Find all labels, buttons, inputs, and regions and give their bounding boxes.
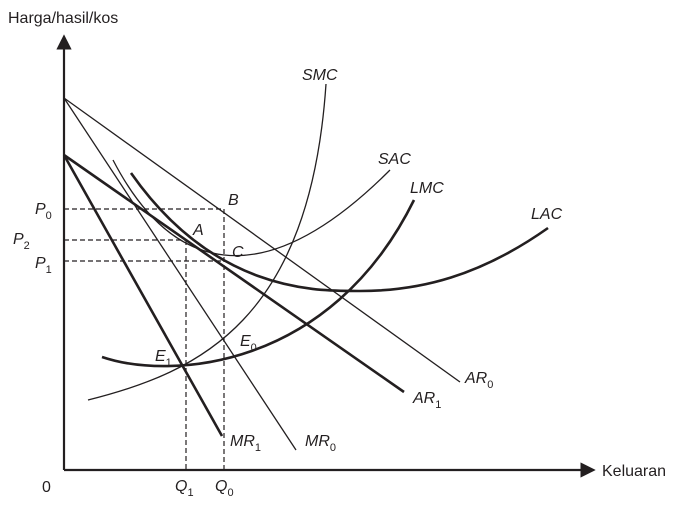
point-a-label: A bbox=[192, 222, 204, 239]
mr0-label: MR0 bbox=[305, 433, 336, 454]
p2-label: P2 bbox=[13, 231, 30, 252]
p0-label: P0 bbox=[35, 201, 52, 222]
q0-label: Q0 bbox=[215, 478, 234, 499]
x-axis-title: Keluaran bbox=[602, 463, 666, 480]
smc-label: SMC bbox=[302, 67, 338, 84]
p1-label: P1 bbox=[35, 255, 52, 276]
q1-label: Q1 bbox=[175, 478, 194, 499]
mr1-revenue-curve bbox=[62, 154, 224, 437]
point-e1-label: E1 bbox=[155, 348, 172, 369]
lmc-label: LMC bbox=[410, 180, 444, 197]
point-c-label: C bbox=[232, 244, 244, 261]
lmc-curve bbox=[101, 199, 416, 368]
origin-label: 0 bbox=[42, 479, 51, 496]
smc-curve bbox=[87, 83, 327, 401]
y-axis-title: Harga/hasil/kos bbox=[8, 10, 118, 27]
ar1-demand-curve bbox=[63, 153, 405, 394]
point-e0-label: E0 bbox=[240, 333, 257, 354]
lac-curve bbox=[129, 172, 549, 293]
mr1-label: MR1 bbox=[230, 433, 261, 454]
lac-label: LAC bbox=[531, 206, 563, 223]
point-b-label: B bbox=[228, 192, 239, 209]
ar0-label: AR0 bbox=[464, 370, 493, 391]
ar1-label: AR1 bbox=[412, 390, 441, 411]
ar0-demand-curve bbox=[63, 97, 461, 383]
mr0-revenue-curve bbox=[63, 97, 297, 451]
sac-curve bbox=[112, 159, 391, 257]
sac-label: SAC bbox=[378, 151, 411, 168]
